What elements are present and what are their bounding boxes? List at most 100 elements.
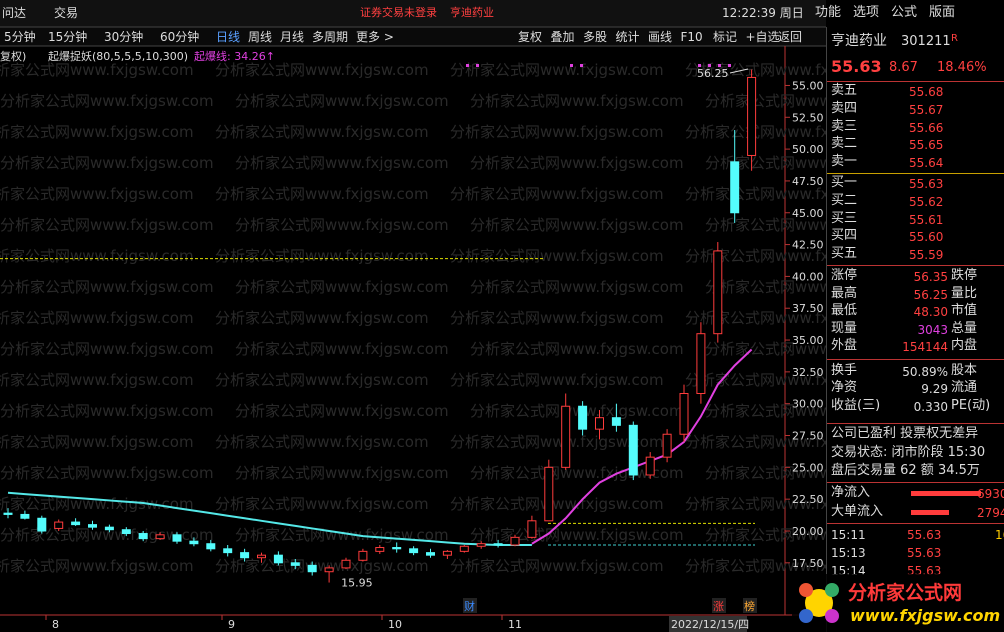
watermark: 分析家公式网www.fxjgsw.com [705, 526, 826, 544]
stock-name: 亨迪药业 [450, 6, 494, 19]
high-annotation: 56.25 [697, 67, 729, 80]
logo-icon [799, 583, 839, 623]
tool-button[interactable]: 多股 [583, 30, 608, 44]
tool-button[interactable]: F10 [680, 30, 703, 44]
top-bar-bg [0, 0, 826, 27]
tool-button[interactable]: 叠加 [550, 30, 575, 44]
y-tick-label: 50.00 [792, 143, 824, 156]
trade-time: 15:13 [831, 546, 866, 560]
logo-name: 分析家公式网 [848, 582, 963, 604]
login-notice: 证券交易未登录 [360, 6, 437, 19]
period-button[interactable]: 15分钟 [48, 30, 88, 44]
stat-value: 9.29 [921, 382, 948, 396]
candle-body [628, 424, 638, 476]
watermark: 分析家公式网www.fxjgsw.com [235, 278, 449, 296]
period-button[interactable]: 30分钟 [104, 30, 144, 44]
watermark: 分析家公式网www.fxjgsw.com [215, 61, 429, 79]
annotation-arrow [729, 68, 749, 74]
candle-body [730, 161, 740, 214]
quote-panel: 亨迪药业 301211 R 55.63 8.67 18.46% 卖五 55.68 卖四 55.67… [826, 27, 1004, 632]
y-tick-label: 47.50 [792, 175, 824, 188]
period-button[interactable]: 5分钟 [4, 30, 36, 44]
watermark: 分析家公式网www.fxjgsw.com [235, 402, 449, 420]
bid-price: 55.62 [909, 194, 944, 209]
tool-button[interactable]: 统计 [615, 30, 640, 44]
stat-label: 市值 [951, 303, 978, 318]
stat-label: 外盘 [831, 338, 858, 353]
divider [827, 523, 1004, 524]
bid-label: 买五 [831, 246, 858, 262]
candle-body [121, 529, 131, 535]
watermark: 分析家公式网www.fxjgsw.com [215, 433, 429, 451]
watermark: 分析家公式网www.fxjgsw.com [450, 433, 664, 451]
menu-item[interactable]: 版面 [929, 5, 956, 20]
watermark: 分析家公式网www.fxjgsw.com [470, 154, 684, 172]
watermark: 分析家公式网www.fxjgsw.com [0, 433, 194, 451]
tool-button[interactable]: +自选 [745, 30, 780, 44]
menu-item[interactable]: 交易 [54, 6, 79, 20]
tool-button[interactable]: 返回 [778, 30, 803, 44]
candle-body [273, 554, 283, 564]
menu-item[interactable]: 功能 [815, 5, 842, 20]
period-button[interactable]: 周线 [248, 30, 273, 44]
signal-dot [708, 64, 711, 67]
event-marker-bg [712, 598, 726, 613]
watermark: 分析家公式网www.fxjgsw.com [705, 216, 826, 234]
x-tick-label: 10 [388, 618, 402, 631]
period-button[interactable]: 60分钟 [160, 30, 200, 44]
period-button[interactable]: 更多 > [356, 30, 394, 44]
period-button[interactable]: 多周期 [312, 30, 349, 44]
candle-body [696, 333, 706, 395]
indicator-name: 起爆捉妖(80,5,5,5,10,300) [48, 50, 189, 63]
candle-body [747, 76, 757, 156]
watermark: 分析家公式网www.fxjgsw.com [450, 309, 664, 327]
watermark: 分析家公式网www.fxjgsw.com [0, 154, 214, 172]
y-tick-label: 20.00 [792, 525, 824, 538]
divider [827, 173, 1004, 174]
candle-body [138, 533, 148, 540]
watermark: 分析家公式网www.fxjgsw.com [685, 371, 826, 389]
logo-petal [825, 583, 839, 597]
trade-price: 55.63 [907, 546, 942, 560]
tool-button[interactable]: 标记 [713, 30, 738, 44]
period-button[interactable]: 月线 [280, 30, 305, 44]
menu-item[interactable]: 选项 [853, 5, 880, 20]
logo-url: www.fxjgsw.com [850, 606, 1001, 625]
watermark: 分析家公式网www.fxjgsw.com [215, 309, 429, 327]
watermark: 分析家公式网www.fxjgsw.com [450, 495, 664, 513]
watermark: 分析家公式网www.fxjgsw.com [215, 185, 429, 203]
price-change: 8.67 [889, 60, 918, 75]
stat-label: 流通 [951, 380, 978, 395]
kline-chart: 分析家公式网www.fxjgsw.com 分析家公式网www.fxjgsw.com… [0, 0, 826, 632]
stat-label: 股本 [951, 362, 978, 378]
signal-dot [466, 64, 469, 67]
watermark: 分析家公式网www.fxjgsw.com [685, 495, 826, 513]
event-marker: 涨 [713, 600, 724, 613]
signal-dot [476, 64, 479, 67]
stock-flag: R [951, 33, 958, 44]
menu-item[interactable]: 问达 [2, 6, 27, 20]
candle-body [307, 564, 317, 573]
candle-body [442, 550, 452, 556]
y-tick-label: 52.50 [792, 111, 824, 124]
tool-button[interactable]: 复权 [518, 30, 543, 44]
stat-label: 内盘 [951, 338, 978, 353]
logo-petal [825, 609, 839, 623]
tool-button[interactable]: 画线 [648, 30, 673, 44]
stat-value: 56.25 [913, 287, 948, 302]
candle-body [358, 550, 368, 561]
watermark: 分析家公式网www.fxjgsw.com [450, 557, 664, 575]
moving-average [7, 491, 532, 546]
divider [827, 265, 1004, 266]
menu-item[interactable]: 公式 [891, 5, 918, 20]
bid-price: 55.63 [909, 177, 944, 191]
watermark: 分析家公式网www.fxjgsw.com [470, 216, 684, 234]
toolbar-bg [0, 27, 826, 46]
period-button[interactable]: 日线 [216, 30, 241, 44]
indicator-value: 起爆线: 34.26↑ [194, 50, 275, 63]
stock-code: 301211 [901, 34, 951, 49]
candle-body [223, 548, 233, 554]
bid-price: 55.59 [909, 248, 944, 263]
watermark: 分析家公式网www.fxjgsw.com [0, 247, 194, 265]
flow-bar [911, 491, 981, 496]
